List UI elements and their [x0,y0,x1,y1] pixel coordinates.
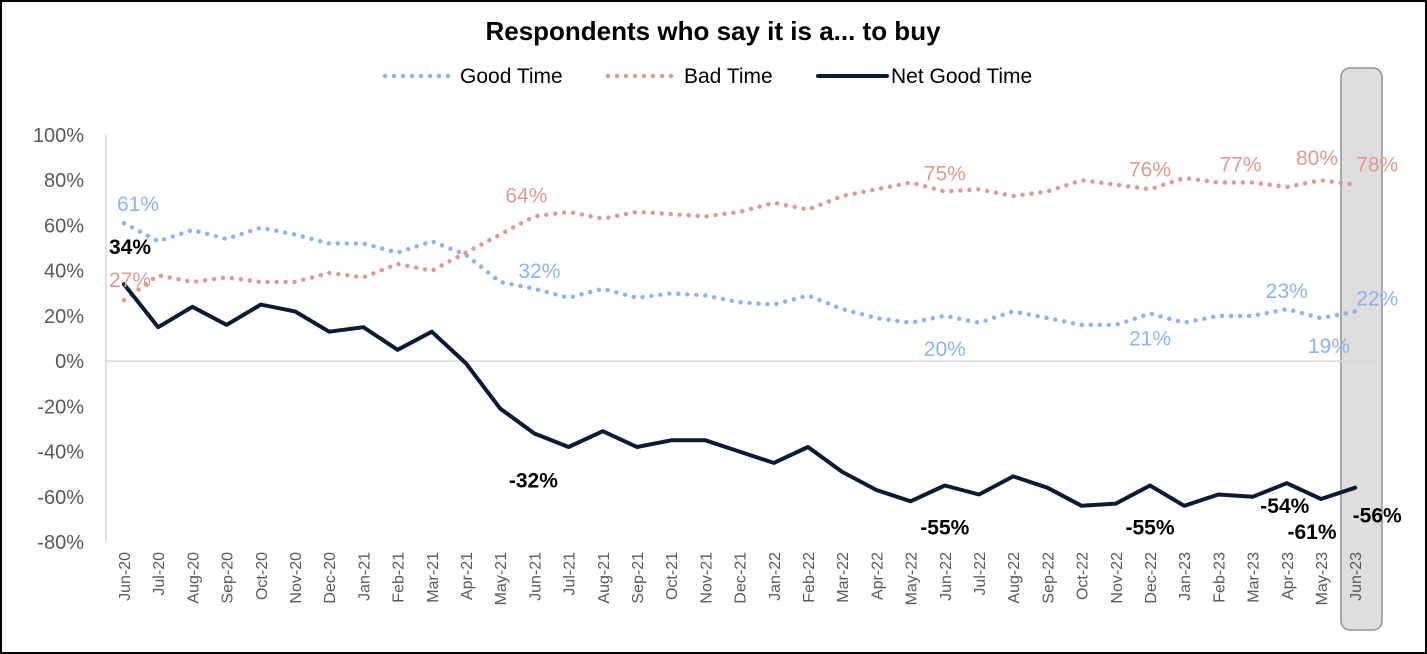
data-label-good: 61% [117,193,159,216]
x-tick-label: Mar-21 [425,552,442,603]
x-tick-label: Nov-21 [698,552,715,604]
y-tick-label: 0% [55,351,84,373]
series-group [121,175,1358,508]
data-label-bad: 78% [1356,154,1398,177]
x-tick-label: May-21 [493,552,510,605]
y-tick-label: 20% [44,306,84,328]
y-tick-label: -20% [37,396,84,418]
x-tick-label: Nov-22 [1109,552,1126,604]
x-tick-label: Feb-21 [391,552,408,603]
data-label-bad: 80% [1296,147,1338,170]
x-tick-label: Aug-21 [596,552,613,604]
data-labels: 61% 32% 20% 21% 23% 19% 22% 27% 64% 75% 76% 77% 80% 7… [109,147,1402,544]
x-tick-label: Nov-20 [288,552,305,604]
x-tick-label: Jan-22 [767,552,784,601]
x-tick-label: Sep-20 [220,552,237,604]
x-tick-label: Sep-21 [630,552,647,604]
y-tick-label: 60% [44,215,84,237]
data-label-good: 23% [1266,280,1308,303]
series-line-good [121,220,1358,328]
y-tick-label: 100% [33,125,84,147]
series-line-bad [121,175,1358,303]
x-tick-label: Oct-20 [254,552,271,600]
data-label-bad: 77% [1220,153,1262,176]
x-tick-label: Jun-21 [527,552,544,601]
data-label-bad: 76% [1129,158,1171,181]
x-tick-label: Apr-22 [869,552,886,600]
x-tick-label: Aug-22 [1006,552,1023,604]
series-line-net [122,282,1358,508]
x-tick-label: Feb-22 [801,552,818,603]
x-tick-label: Jul-22 [972,552,989,596]
data-label-good: 22% [1356,287,1398,310]
data-label-good: 21% [1129,328,1171,351]
x-tick-label: May-22 [904,552,921,605]
x-tick-label: Jun-23 [1348,552,1365,601]
x-tick-label: Jun-22 [938,552,955,601]
x-tick-label: Jul-20 [151,552,168,596]
x-tick-label: Jul-21 [562,552,579,596]
x-tick-label: Jun-20 [117,552,134,601]
data-label-net: -61% [1287,521,1336,544]
x-tick-label: Mar-23 [1246,552,1263,603]
data-label-net: -55% [1125,516,1174,539]
data-label-net: -54% [1260,495,1309,518]
data-label-bad: 27% [109,269,151,292]
data-label-good: 19% [1308,335,1350,358]
x-tick-label: Sep-22 [1040,552,1057,604]
data-label-bad: 64% [505,184,547,207]
data-label-net: -55% [920,516,969,539]
legend-label-bad: Bad Time [684,65,773,88]
chart-title: Respondents who say it is a... to buy [485,16,941,46]
legend: Good Time Bad Time Net Good Time [382,65,1032,88]
y-tick-label: 80% [44,170,84,192]
y-tick-label: 40% [44,261,84,283]
x-tick-label: Dec-21 [733,552,750,604]
x-tick-label: May-23 [1314,552,1331,605]
y-axis: 100% 80% 60% 40% 20% 0% -20% -40% -60% -80% [33,125,1378,554]
x-tick-label: Aug-20 [185,552,202,604]
legend-label-net: Net Good Time [891,65,1032,88]
x-tick-label: Apr-21 [459,552,476,600]
y-tick-label: -40% [37,442,84,464]
x-tick-label: Oct-21 [664,552,681,600]
data-label-net: 34% [109,236,151,259]
legend-label-good: Good Time [460,65,563,88]
y-tick-label: -80% [37,532,84,554]
x-tick-label: Jan-21 [356,552,373,601]
x-tick-label: Feb-23 [1211,552,1228,603]
data-label-bad: 75% [924,163,966,186]
y-tick-label: -60% [37,487,84,509]
x-axis: Jun-20 Jul-20 Aug-20 Sep-20 Oct-20 Nov-20 Dec-… [117,552,1365,605]
x-tick-label: Apr-23 [1280,552,1297,600]
data-label-good: 20% [924,338,966,361]
data-label-good: 32% [518,260,560,283]
data-label-net: -56% [1353,505,1402,528]
x-tick-label: Oct-22 [1075,552,1092,600]
data-label-net: -32% [509,469,558,492]
x-tick-label: Jan-23 [1177,552,1194,601]
x-tick-label: Mar-22 [835,552,852,603]
x-tick-label: Dec-20 [322,552,339,604]
x-tick-label: Dec-22 [1143,552,1160,604]
